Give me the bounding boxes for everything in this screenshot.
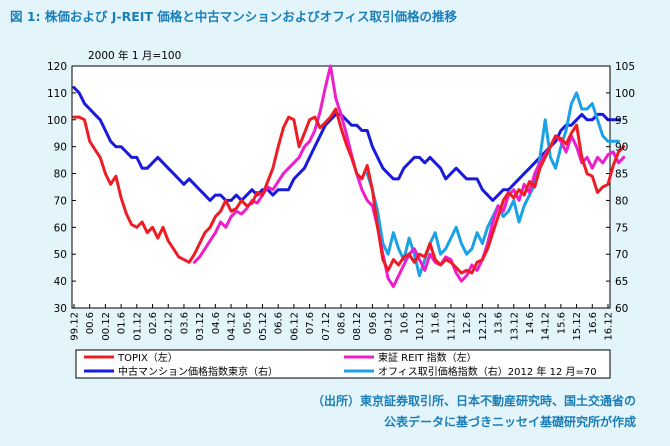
y-left-tick-label: 120 [47,61,67,73]
x-tick-label: 11.6 [431,312,442,334]
x-tick-label: 13.12 [509,312,520,341]
y-left-tick-label: 50 [54,249,67,261]
y-right-tick-label: 100 [615,88,635,100]
y-right-tick-label: 85 [615,169,628,181]
x-tick-label: 02.6 [148,312,159,334]
legend-label: 中古マンション価格指数東京（右） [118,365,278,378]
legend-label: オフィス取引価格指数（右）2012 年 12 月=70 [378,365,597,378]
y-left-tick-label: 80 [54,169,67,181]
y-left-tick-label: 40 [54,276,67,288]
x-tick-label: 16.6 [588,312,599,334]
x-tick-label: 08.6 [337,312,348,334]
x-tick-label: 16.12 [604,312,615,341]
x-axis-ticks: 99.12 00.6 00.12 01.6 01.12 02.6 02.12 03.6 03.1… [70,304,615,341]
y-left-tick-label: 30 [54,303,67,315]
y-right-tick-label: 90 [615,142,628,154]
x-tick-label: 06.12 [289,312,300,341]
x-tick-label: 00.12 [101,312,112,341]
x-tick-label: 13.6 [494,312,505,334]
series-line-3 [365,91,620,278]
legend-label: 東証 REIT 指数（左） [378,351,477,364]
plot-area [71,65,611,309]
legend: TOPIX（左） 東証 REIT 指数（左） 中古マンション価格指数東京（右） オフィ… [75,349,611,379]
y-left-tick-label: 100 [47,115,67,127]
x-tick-label: 15.12 [572,312,583,341]
x-tick-label: 12.12 [478,312,489,341]
series-lines [72,64,626,288]
y-axis-left: 30 40 50 60 70 80 90 100 110 120 [47,61,76,315]
x-tick-label: 99.12 [70,312,81,341]
y-right-tick-label: 80 [615,195,628,207]
y-axis-right: 60 65 70 75 80 85 90 95 100 105 [606,61,635,315]
x-tick-label: 15.6 [556,312,567,334]
y-left-tick-label: 90 [54,142,67,154]
x-tick-label: 09.12 [384,312,395,341]
chart-title: 図 1: 株価および J-REIT 価格と中古マンションおよびオフィス取引価格の… [10,9,458,24]
x-tick-label: 00.6 [85,312,96,334]
source-note-line1: （出所）東京証券取引所、日本不動産研究時、国土交通省の [311,394,636,408]
series-line-0 [72,107,626,275]
x-tick-label: 14.6 [525,312,536,334]
x-tick-label: 10.12 [415,312,426,341]
y-left-tick-label: 60 [54,222,67,234]
x-tick-label: 02.12 [164,312,175,341]
legend-label: TOPIX（左） [117,351,178,364]
y-right-tick-label: 95 [615,115,628,127]
x-tick-label: 08.12 [352,312,363,341]
series-line-2 [72,86,620,202]
y-right-tick-label: 105 [615,61,635,73]
x-tick-label: 05.12 [258,312,269,341]
y-right-tick-label: 75 [615,222,628,234]
x-tick-label: 09.6 [368,312,379,334]
y-right-tick-label: 65 [615,276,628,288]
x-tick-label: 11.12 [446,312,457,341]
x-tick-label: 01.6 [117,312,128,334]
x-tick-label: 12.6 [462,312,473,334]
x-tick-label: 03.12 [195,312,206,341]
x-tick-label: 10.6 [399,312,410,334]
x-tick-label: 04.12 [227,312,238,341]
base-note: 2000 年 1 月=100 [88,49,181,62]
x-tick-label: 06.6 [274,312,285,334]
x-tick-label: 07.6 [305,312,316,334]
x-tick-label: 07.12 [321,312,332,341]
legend-box [75,349,611,379]
y-right-tick-label: 60 [615,303,628,315]
x-tick-label: 05.6 [242,312,253,334]
source-note-line2: 公表データに基づきニッセイ基礎研究所が作成 [383,415,636,429]
x-tick-label: 03.6 [179,312,190,334]
x-tick-label: 14.12 [541,312,552,341]
y-left-tick-label: 110 [47,88,67,100]
y-right-tick-label: 70 [615,249,628,261]
x-tick-label: 04.6 [211,312,222,334]
x-tick-label: 01.12 [132,312,143,341]
y-left-tick-label: 70 [54,195,67,207]
